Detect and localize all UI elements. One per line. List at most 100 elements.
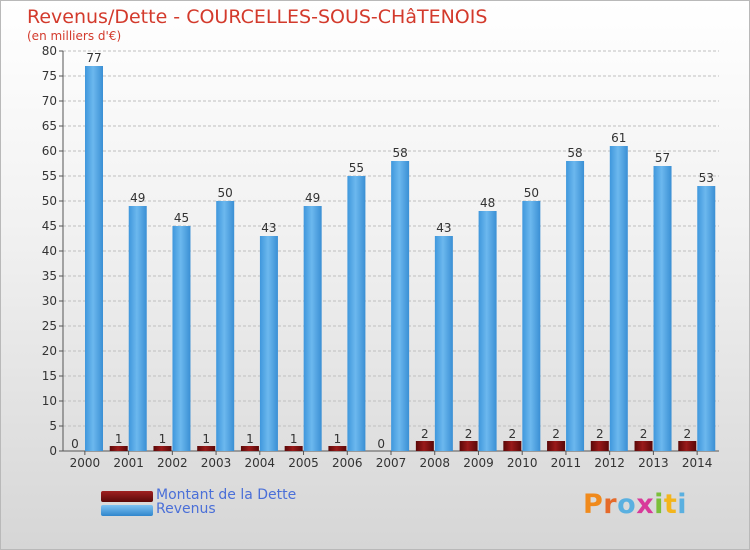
y-tick-label: 30 <box>42 294 57 308</box>
chart-subtitle: (en milliers d'€) <box>27 29 122 43</box>
logo-letter: P <box>583 489 604 520</box>
bar-revenus <box>216 201 235 451</box>
logo-letter: x <box>636 489 655 520</box>
x-tick-label: 2005 <box>288 456 319 470</box>
bar-dette <box>590 441 609 451</box>
data-label-revenus: 45 <box>174 211 189 225</box>
data-label-dette: 0 <box>377 437 385 451</box>
logo-letter: i <box>677 489 688 520</box>
y-tick-label: 75 <box>42 69 57 83</box>
data-label-dette: 1 <box>202 432 210 446</box>
y-tick-label: 5 <box>49 419 57 433</box>
data-label-dette: 2 <box>465 427 473 441</box>
data-label-dette: 2 <box>421 427 429 441</box>
x-tick-label: 2002 <box>157 456 188 470</box>
y-tick-label: 55 <box>42 169 57 183</box>
data-label-revenus: 58 <box>567 146 582 160</box>
data-label-dette: 0 <box>71 437 79 451</box>
y-tick-label: 50 <box>42 194 57 208</box>
logo-letter: o <box>617 489 637 520</box>
data-label-revenus: 50 <box>524 186 539 200</box>
data-label-dette: 2 <box>509 427 517 441</box>
bar-revenus <box>85 66 103 451</box>
data-label-dette: 1 <box>115 432 123 446</box>
bar-dette <box>634 441 653 451</box>
bar-revenus <box>391 161 410 451</box>
x-tick-label: 2010 <box>507 456 538 470</box>
bar-revenus <box>566 161 585 451</box>
logo-letter: r <box>603 489 618 520</box>
logo-letter: i <box>654 489 664 520</box>
chart-title: Revenus/Dette - COURCELLES-SOUS-CHâTENOI… <box>27 6 488 28</box>
data-label-revenus: 43 <box>261 221 276 235</box>
legend-label-revenus: Revenus <box>156 501 216 517</box>
bar-revenus <box>347 176 366 451</box>
y-tick-label: 20 <box>42 344 57 358</box>
data-label-dette: 2 <box>640 427 648 441</box>
bar-dette <box>240 446 259 451</box>
y-tick-label: 70 <box>42 94 57 108</box>
data-label-revenus: 57 <box>655 151 670 165</box>
bar-dette <box>197 446 216 451</box>
data-label-revenus: 49 <box>305 191 320 205</box>
bar-revenus <box>653 166 672 451</box>
x-tick-label: 2013 <box>638 456 669 470</box>
y-tick-label: 80 <box>42 44 57 58</box>
data-label-dette: 1 <box>159 432 167 446</box>
x-tick-label: 2001 <box>113 456 144 470</box>
y-tick-label: 35 <box>42 269 57 283</box>
data-label-revenus: 53 <box>699 171 714 185</box>
data-label-revenus: 55 <box>349 161 364 175</box>
data-label-dette: 2 <box>552 427 560 441</box>
bar-dette <box>153 446 172 451</box>
data-label-revenus: 48 <box>480 196 495 210</box>
x-tick-label: 2004 <box>245 456 276 470</box>
y-tick-label: 60 <box>42 144 57 158</box>
data-label-revenus: 77 <box>86 51 101 65</box>
bar-revenus <box>303 206 322 451</box>
x-tick-label: 2003 <box>201 456 232 470</box>
bar-revenus <box>697 186 716 451</box>
data-label-dette: 2 <box>683 427 691 441</box>
x-tick-label: 2012 <box>594 456 625 470</box>
x-tick-label: 2000 <box>70 456 101 470</box>
bar-revenus <box>172 226 191 451</box>
logo-letter: t <box>663 489 678 520</box>
data-label-dette: 1 <box>290 432 298 446</box>
y-tick-label: 0 <box>49 444 57 458</box>
data-label-dette: 2 <box>596 427 604 441</box>
bar-dette <box>678 441 697 451</box>
legend-label-dette: Montant de la Dette <box>156 487 297 503</box>
bar-revenus <box>478 211 497 451</box>
bar-dette <box>284 446 303 451</box>
bar-dette <box>415 441 434 451</box>
bar-dette <box>503 441 522 451</box>
bar-revenus <box>128 206 147 451</box>
data-label-revenus: 49 <box>130 191 145 205</box>
x-tick-label: 2007 <box>376 456 407 470</box>
data-label-dette: 1 <box>334 432 342 446</box>
data-label-revenus: 43 <box>436 221 451 235</box>
bar-revenus <box>434 236 453 451</box>
x-tick-label: 2011 <box>551 456 582 470</box>
bar-dette <box>459 441 478 451</box>
y-tick-label: 25 <box>42 319 57 333</box>
bar-revenus <box>609 146 628 451</box>
proxiti-logo: Proxiti <box>583 489 687 520</box>
legend-swatch-revenus <box>101 505 153 516</box>
data-label-revenus: 50 <box>218 186 233 200</box>
x-tick-label: 2014 <box>682 456 713 470</box>
y-tick-label: 15 <box>42 369 57 383</box>
y-tick-label: 65 <box>42 119 57 133</box>
bar-revenus <box>259 236 278 451</box>
bar-dette <box>328 446 347 451</box>
x-tick-label: 2009 <box>463 456 494 470</box>
bar-dette <box>547 441 566 451</box>
x-tick-label: 2006 <box>332 456 363 470</box>
bar-revenus <box>522 201 541 451</box>
x-tick-label: 2008 <box>419 456 450 470</box>
data-label-revenus: 58 <box>392 146 407 160</box>
data-label-dette: 1 <box>246 432 254 446</box>
